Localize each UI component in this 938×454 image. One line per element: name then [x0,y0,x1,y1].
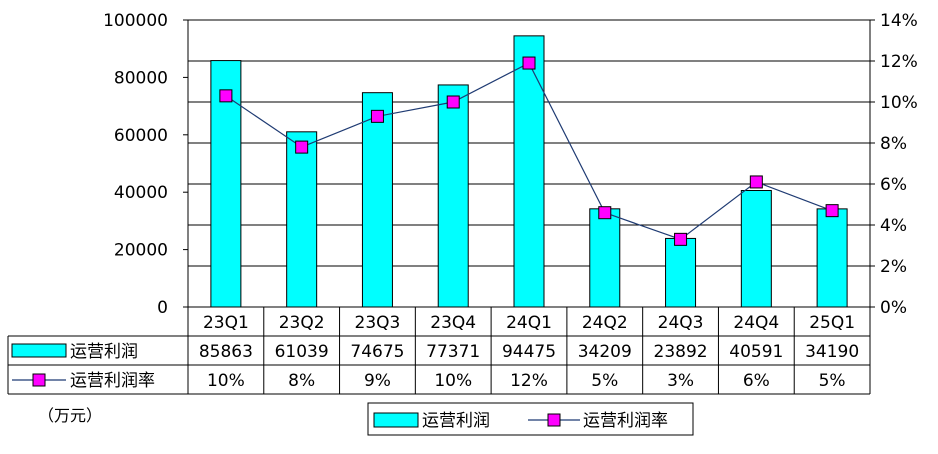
right-tick-label: 6% [880,175,907,195]
table-cell: 34209 [578,342,632,362]
table-cell: 12% [510,371,548,391]
category-label: 25Q1 [809,313,855,333]
left-tick-label: 20000 [114,241,168,261]
table-cell: 10% [434,371,472,391]
table-cell: 40591 [729,342,783,362]
table-key-marker [32,373,46,387]
bar [437,84,469,308]
category-label: 23Q2 [279,313,325,333]
table-cell: 5% [819,371,846,391]
line-point [598,206,612,220]
category-label: 23Q4 [430,313,476,333]
legend-box [367,402,694,436]
line-point [749,175,763,189]
line-point [674,232,688,246]
right-tick-label: 2% [880,257,907,277]
category-label: 23Q1 [203,313,249,333]
legend-key-bar [373,412,419,428]
right-tick-label: 0% [880,298,907,318]
category-label: 24Q2 [582,313,628,333]
line-point [522,56,536,70]
table-cell: 77371 [426,342,480,362]
left-tick-label: 100000 [103,11,168,31]
left-tick-label: 60000 [114,126,168,146]
left-tick-label: 40000 [114,183,168,203]
line-point [295,140,309,154]
table-cell: 8% [288,371,315,391]
table-cell: 3% [667,371,694,391]
left-tick-label: 0 [157,298,168,318]
right-tick-label: 4% [880,216,907,236]
bar [816,208,848,308]
table-cell: 61039 [275,342,329,362]
bar [286,131,318,308]
bar [740,190,772,308]
right-tick-label: 14% [880,11,918,31]
table-cell: 34190 [805,342,859,362]
bar [361,92,393,308]
table-cell: 5% [591,371,618,391]
bar [513,35,545,308]
category-label: 24Q3 [658,313,704,333]
table-cell: 10% [207,371,245,391]
bar [589,208,621,308]
legend-key-marker [547,413,561,427]
category-label: 24Q4 [733,313,779,333]
table-cell: 6% [743,371,770,391]
table-cell: 74675 [350,342,404,362]
line-point [370,109,384,123]
category-label: 23Q3 [355,313,401,333]
right-tick-label: 8% [880,134,907,154]
table-cell: 9% [364,371,391,391]
left-tick-label: 80000 [114,68,168,88]
right-tick-label: 12% [880,52,918,72]
legend-label: 运营利润率 [583,411,668,431]
line-point [446,95,460,109]
line-point [219,89,233,103]
right-tick-label: 10% [880,93,918,113]
table-row-label: 运营利润率 [70,371,155,391]
table-key-bar [11,343,67,358]
unit-label: （万元） [38,406,102,425]
table-cell: 85863 [199,342,253,362]
bar [665,237,697,308]
table-cell: 23892 [654,342,708,362]
table-cell: 94475 [502,342,556,362]
table-row-label: 运营利润 [70,342,138,362]
category-label: 24Q1 [506,313,552,333]
legend-label: 运营利润 [422,411,490,431]
line-point [825,204,839,218]
